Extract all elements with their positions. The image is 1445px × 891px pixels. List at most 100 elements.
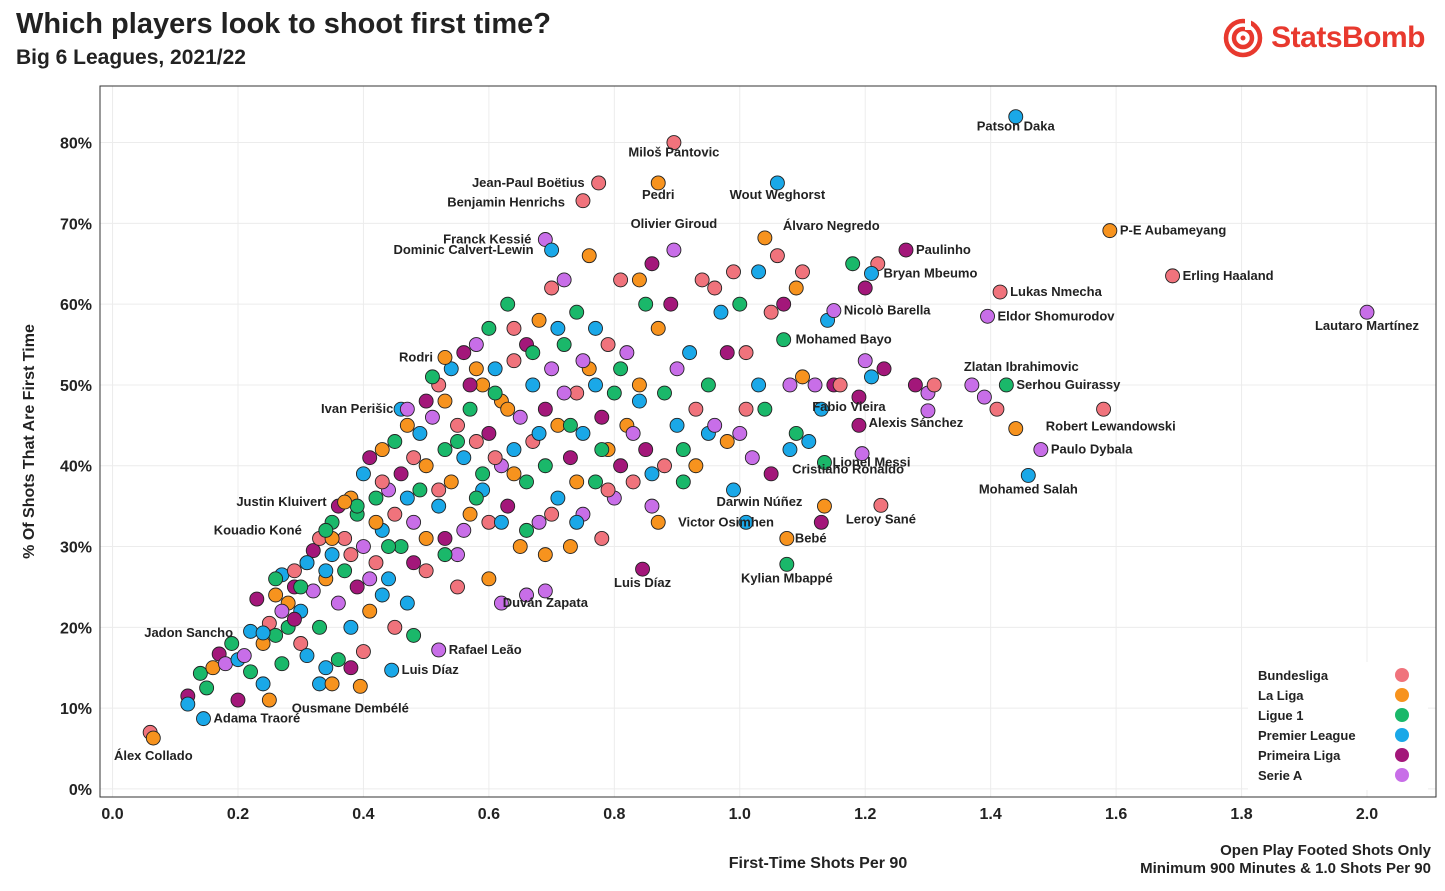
data-point: [763, 466, 779, 482]
data-point: [424, 409, 440, 425]
legend-label: Bundesliga: [1258, 668, 1329, 683]
player-label: Benjamin Henrichs: [447, 195, 565, 210]
labeled-data-point: [776, 332, 792, 348]
data-point: [544, 361, 560, 377]
data-point: [556, 337, 572, 352]
data-point: [644, 498, 660, 514]
data-point: [782, 442, 798, 458]
legend-marker: [1395, 728, 1409, 742]
player-label: Álvaro Negredo: [783, 218, 880, 233]
data-point: [700, 377, 716, 393]
data-point: [374, 587, 390, 603]
labeled-data-point: [145, 730, 161, 746]
data-point: [694, 272, 710, 288]
data-point: [575, 353, 591, 369]
data-point: [631, 272, 647, 288]
player-label: Luis Díaz: [614, 575, 672, 590]
data-point: [562, 417, 578, 433]
data-point: [362, 450, 378, 466]
data-point: [537, 458, 553, 474]
data-point: [763, 304, 779, 320]
data-point: [437, 442, 453, 458]
data-point: [450, 579, 465, 595]
data-point: [782, 377, 798, 393]
data-point: [468, 434, 484, 449]
legend-marker: [1395, 748, 1409, 762]
data-point: [644, 466, 660, 482]
data-point: [450, 417, 465, 433]
data-point: [180, 696, 196, 712]
data-point: [493, 595, 509, 611]
data-point: [418, 393, 434, 409]
player-label: Fabio Vieira: [812, 399, 886, 414]
data-point: [424, 369, 440, 385]
player-label: Cristiano Ronaldo: [792, 462, 904, 477]
data-point: [456, 522, 472, 538]
data-point: [644, 256, 660, 272]
statsbomb-logo-icon: [1223, 18, 1263, 58]
legend-marker: [1395, 768, 1409, 782]
x-tick-label: 0.8: [603, 806, 625, 823]
labeled-data-point: [591, 175, 607, 191]
data-point: [588, 320, 603, 336]
data-point: [519, 522, 534, 538]
data-point: [299, 555, 315, 571]
data-point: [437, 547, 453, 563]
data-point: [286, 611, 302, 627]
data-point: [657, 458, 672, 474]
labeled-data-point: [864, 265, 879, 281]
data-point: [431, 482, 447, 498]
data-point: [663, 296, 679, 312]
data-point: [556, 385, 572, 401]
labeled-data-point: [537, 583, 553, 599]
labeled-data-point: [964, 377, 980, 393]
data-point: [368, 555, 384, 571]
player-label: Alexis Sánchez: [869, 415, 964, 430]
player-label: Lautaro Martínez: [1315, 318, 1420, 333]
y-tick-label: 40%: [60, 459, 92, 476]
data-point: [268, 571, 284, 587]
data-point: [813, 401, 829, 417]
data-point: [293, 636, 309, 651]
data-point: [638, 442, 654, 458]
data-point: [989, 401, 1005, 417]
data-point: [387, 506, 403, 522]
legend-marker: [1395, 688, 1409, 702]
player-label: Lukas Nmecha: [1010, 284, 1103, 299]
data-point: [619, 345, 635, 361]
legend-marker: [1395, 668, 1409, 682]
data-point: [205, 660, 221, 676]
data-point: [600, 337, 616, 352]
data-point: [217, 656, 233, 672]
data-point: [550, 417, 566, 433]
player-label: Olivier Giroud: [631, 216, 718, 231]
labeled-data-point: [1020, 467, 1036, 483]
player-label: Lionel Messi: [832, 455, 910, 470]
data-point: [481, 425, 497, 441]
player-label: Erling Haaland: [1183, 268, 1274, 283]
x-tick-label: 2.0: [1356, 806, 1378, 823]
labeled-data-point: [980, 308, 995, 324]
data-point: [443, 361, 459, 377]
legend-label: Premier League: [1258, 728, 1356, 743]
data-point: [487, 385, 503, 401]
data-point: [481, 514, 497, 530]
labeled-data-point: [384, 662, 400, 678]
data-point: [606, 385, 622, 401]
legend-label: Serie A: [1258, 768, 1303, 783]
labeled-data-point: [666, 242, 682, 258]
player-label: Luis Díaz: [402, 662, 460, 677]
data-point: [562, 539, 578, 554]
y-tick-label: 60%: [60, 297, 92, 314]
labeled-data-point: [650, 175, 666, 191]
data-point: [594, 442, 610, 458]
data-point: [368, 514, 384, 530]
x-tick-label: 1.8: [1230, 806, 1252, 823]
data-point: [343, 547, 359, 563]
data-point: [569, 304, 585, 320]
data-point: [926, 377, 942, 393]
x-tick-label: 0.6: [478, 806, 500, 823]
legend-label: Ligue 1: [1258, 708, 1304, 723]
y-tick-label: 80%: [60, 136, 92, 153]
labeled-data-point: [196, 711, 211, 727]
